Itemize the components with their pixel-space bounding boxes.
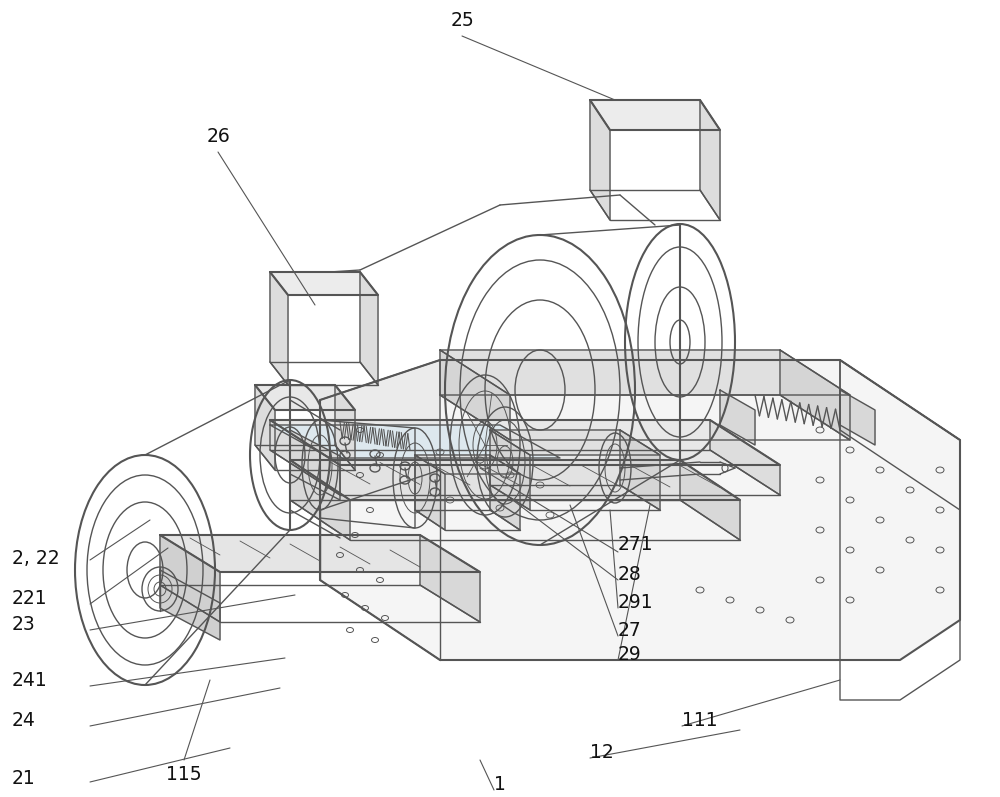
Text: 24: 24 bbox=[12, 710, 36, 729]
Text: 21: 21 bbox=[12, 768, 36, 787]
Text: 111: 111 bbox=[682, 710, 718, 729]
Text: 241: 241 bbox=[12, 670, 48, 689]
Text: 12: 12 bbox=[590, 743, 614, 761]
Polygon shape bbox=[270, 425, 560, 458]
Polygon shape bbox=[490, 430, 530, 510]
Polygon shape bbox=[255, 385, 355, 410]
Text: 2, 22: 2, 22 bbox=[12, 548, 60, 567]
Polygon shape bbox=[415, 455, 445, 530]
Polygon shape bbox=[160, 535, 220, 622]
Polygon shape bbox=[360, 272, 378, 385]
Text: 1: 1 bbox=[494, 775, 506, 794]
Polygon shape bbox=[290, 460, 350, 540]
Polygon shape bbox=[160, 535, 480, 572]
Polygon shape bbox=[620, 430, 660, 510]
Polygon shape bbox=[490, 455, 520, 530]
Polygon shape bbox=[160, 570, 220, 640]
Text: 29: 29 bbox=[618, 646, 642, 665]
Polygon shape bbox=[415, 455, 520, 474]
Text: 271: 271 bbox=[618, 536, 654, 555]
Polygon shape bbox=[710, 420, 780, 495]
Text: 115: 115 bbox=[166, 765, 202, 784]
Polygon shape bbox=[270, 272, 288, 385]
Polygon shape bbox=[270, 420, 340, 495]
Polygon shape bbox=[840, 390, 875, 445]
Polygon shape bbox=[320, 360, 960, 660]
Text: 28: 28 bbox=[618, 564, 642, 583]
Text: 27: 27 bbox=[618, 621, 642, 639]
Text: 25: 25 bbox=[450, 11, 474, 30]
Polygon shape bbox=[270, 272, 378, 295]
Polygon shape bbox=[780, 350, 850, 440]
Polygon shape bbox=[420, 535, 480, 622]
Polygon shape bbox=[335, 385, 355, 470]
Polygon shape bbox=[320, 360, 440, 510]
Polygon shape bbox=[290, 460, 740, 500]
Polygon shape bbox=[440, 350, 510, 440]
Text: 221: 221 bbox=[12, 588, 48, 607]
Polygon shape bbox=[290, 430, 340, 500]
Polygon shape bbox=[270, 420, 780, 465]
Text: 291: 291 bbox=[618, 592, 654, 611]
Text: 26: 26 bbox=[206, 127, 230, 146]
Polygon shape bbox=[680, 460, 740, 540]
Text: 23: 23 bbox=[12, 614, 36, 634]
Polygon shape bbox=[590, 100, 610, 220]
Polygon shape bbox=[440, 350, 850, 395]
Polygon shape bbox=[720, 390, 755, 445]
Polygon shape bbox=[590, 100, 720, 130]
Polygon shape bbox=[490, 430, 660, 455]
Polygon shape bbox=[255, 385, 275, 470]
Polygon shape bbox=[700, 100, 720, 220]
